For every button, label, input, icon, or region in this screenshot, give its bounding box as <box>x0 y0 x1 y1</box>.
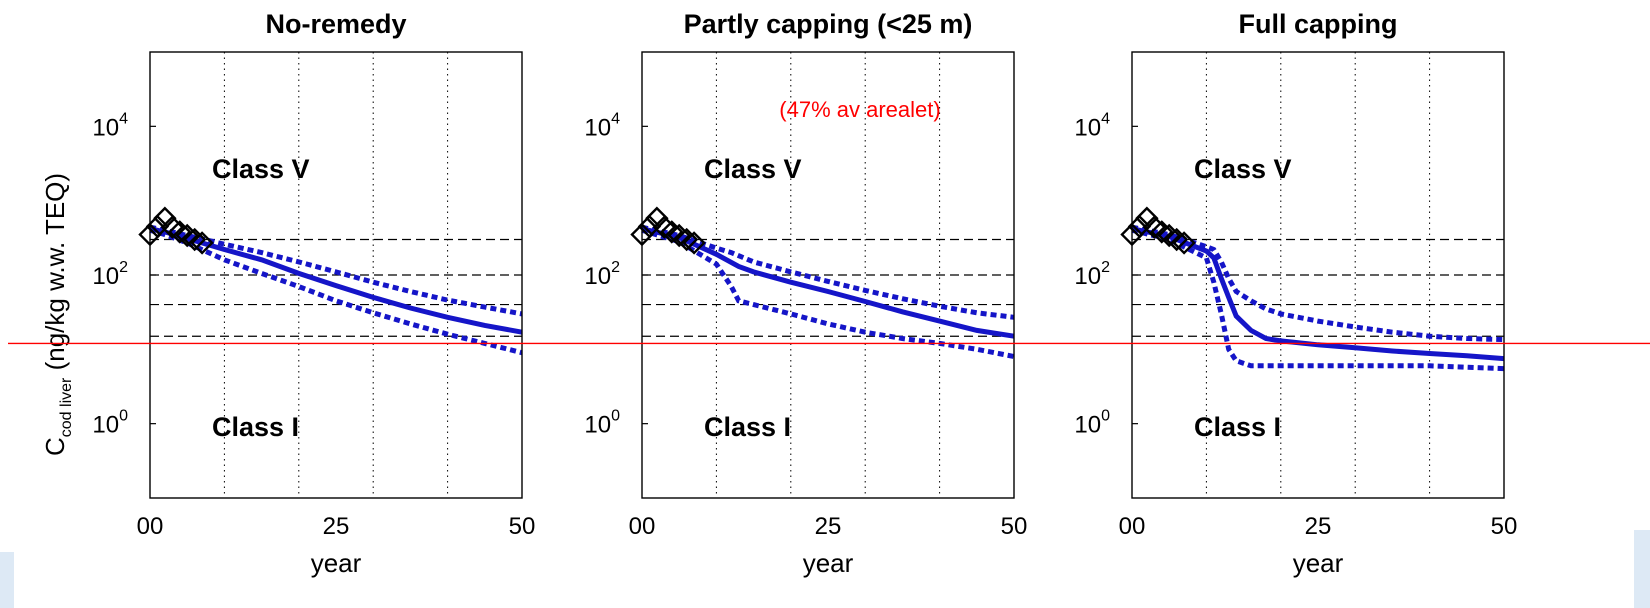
observation-point <box>674 227 699 252</box>
observation-point <box>667 223 691 248</box>
class-label-upper: Class V <box>704 154 802 184</box>
y-axis-label: Ccod liver (ng/kg w.w. TEQ) <box>40 173 75 456</box>
chart-panel-1: No-remedy 100 102 104 00 25 50 year Class V Class… <box>92 9 535 578</box>
observation-point <box>168 220 192 244</box>
x-axis-label: year <box>803 548 854 578</box>
corner-decoration-right <box>1634 530 1650 608</box>
x-tick-label: 50 <box>1491 513 1518 540</box>
x-tick-label: 00 <box>1119 513 1146 540</box>
y-tick-label: 104 <box>1074 110 1110 141</box>
observation-point <box>1164 227 1189 252</box>
y-tick-label: 104 <box>92 110 128 141</box>
observation-point <box>660 220 684 244</box>
chart-panel-2: Partly capping (<25 m) 100 102 104 00 25 50 yea… <box>584 9 1027 578</box>
median-line <box>641 226 1015 339</box>
y-tick-label: 102 <box>92 259 128 290</box>
class-label-lower: Class I <box>212 412 299 442</box>
panel-title: Partly capping (<25 m) <box>684 9 973 39</box>
y-tick-label: 100 <box>584 408 620 439</box>
upper-bound-line <box>149 224 523 317</box>
observation-point <box>1127 214 1152 239</box>
y-tick-label: 102 <box>584 259 620 290</box>
y-tick-label: 100 <box>1074 408 1110 439</box>
corner-decoration-left <box>0 552 14 608</box>
observation-point <box>637 214 662 239</box>
class-label-upper: Class V <box>1194 154 1292 184</box>
area-annotation: (47% av arealet) <box>779 97 940 122</box>
x-axis-label: year <box>1293 548 1344 578</box>
panel-title: No-remedy <box>265 9 406 39</box>
x-tick-label: 50 <box>509 513 536 540</box>
x-tick-label: 25 <box>815 513 842 540</box>
observation-point <box>145 214 170 239</box>
x-tick-label: 50 <box>1001 513 1028 540</box>
observation-point <box>1150 220 1174 244</box>
chart-panels: No-remedy 100 102 104 00 25 50 year Class V Class… <box>92 9 1517 578</box>
class-label-lower: Class I <box>704 412 791 442</box>
observation-point <box>1172 231 1196 255</box>
observation-point <box>182 227 207 252</box>
x-tick-label: 00 <box>629 513 656 540</box>
observation-point <box>1157 223 1181 248</box>
observation-point <box>190 231 214 255</box>
class-label-upper: Class V <box>212 154 310 184</box>
observation-point <box>175 223 199 248</box>
panel-title: Full capping <box>1239 9 1398 39</box>
x-tick-label: 25 <box>323 513 350 540</box>
upper-bound-line <box>1131 224 1505 343</box>
y-tick-label: 102 <box>1074 259 1110 290</box>
y-tick-label: 100 <box>92 408 128 439</box>
upper-bound-line <box>641 224 1015 320</box>
median-line <box>1131 226 1505 362</box>
x-tick-label: 25 <box>1305 513 1332 540</box>
x-axis-label: year <box>311 548 362 578</box>
x-tick-label: 00 <box>137 513 164 540</box>
class-label-lower: Class I <box>1194 412 1281 442</box>
y-tick-label: 104 <box>584 110 620 141</box>
observation-point <box>682 231 706 255</box>
chart-panel-3: Full capping 100 102 104 00 25 50 year Class V Cl… <box>1074 9 1517 578</box>
